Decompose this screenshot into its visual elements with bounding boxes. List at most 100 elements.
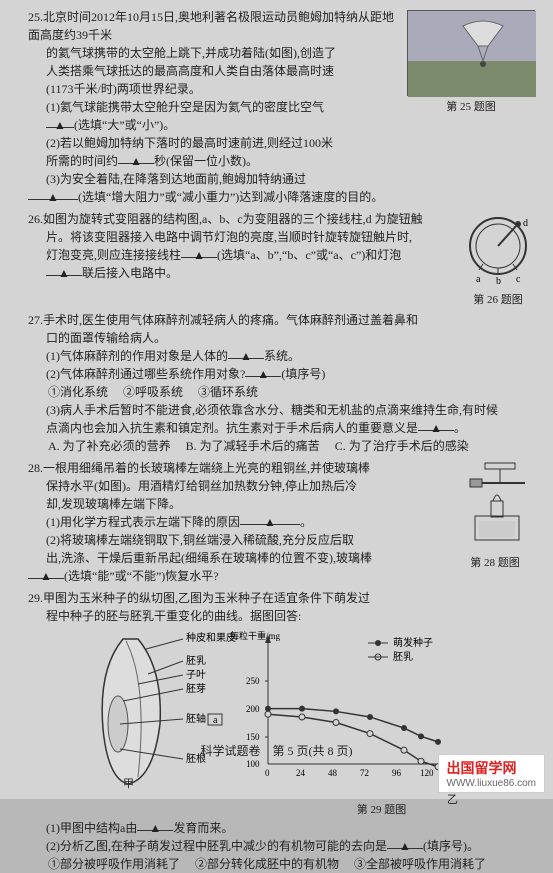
q25-l1: 北京时间2012年10月15日,奥地利著名极限运动员鲍姆加特纳从距地面高度约39… (28, 10, 394, 42)
q29-l1: 甲图为玉米种子的纵切图,乙图为玉米种子在适宜条件下萌发过 (43, 591, 370, 605)
watermark: 出国留学网 WWW.liuxue86.com (438, 754, 545, 793)
q28-l1: 一根用细绳吊着的长玻璃棒左端绕上光亮的粗铜丝,并使玻璃棒 (43, 461, 370, 475)
q27-blank1: ▲ (228, 347, 264, 359)
q27-p3a: (3)病人手术后暂时不能进食,必须依靠含水分、糖类和无机盐的点滴来维持生命,有时… (28, 403, 498, 417)
svg-text:萌发种子: 萌发种子 (393, 636, 433, 649)
label-hypocotyl: 胚轴 (186, 712, 206, 725)
seed-diagram: 种皮和果皮 胚乳 子叶 胚芽 胚轴 a 胚根 甲 (68, 629, 208, 789)
q28-caption: 第 28 题图 (455, 554, 535, 570)
q25-l3: 人类搭乘气球抵达的最高高度和人类自由落体最高时速 (28, 64, 334, 78)
q29-jia: 甲 (123, 775, 134, 791)
q29-options: ①部分被呼吸作用消耗了 ②部分转化成胚中的有机物 ③全部被呼吸作用消耗了 (28, 857, 498, 871)
svg-text:每粒干重/mg: 每粒干重/mg (230, 630, 281, 641)
q27-options2: A. 为了补充必须的营养 B. 为了减轻手术后的痛苦 C. 为了治疗手术后的感染 (28, 439, 481, 453)
q25-l4: (1173千米/时)两项世界纪录。 (28, 82, 201, 96)
q25-blank2: ▲ (118, 152, 154, 164)
q25-caption: 第 25 题图 (407, 98, 535, 114)
q26-caption: 第 26 题图 (461, 291, 535, 307)
q25-image (407, 10, 535, 96)
watermark-cn: 出国留学网 (447, 760, 517, 776)
q28-p2b: 出,洗涤、干燥后重新吊起(细绳系在玻璃棒的位置不变),玻璃棒 (28, 551, 372, 565)
q25-p2b: 所需的时间约 (28, 154, 118, 168)
figure-26: d a b c 第 26 题图 (461, 212, 535, 307)
q28-num: 28. (28, 461, 43, 475)
question-29-subs: (1)甲图中结构a由▲发育而来。 (2)分析乙图,在种子萌发过程中胚乳中减少的有… (28, 819, 535, 873)
svg-text:24: 24 (296, 768, 306, 778)
q27-opt2a: A. 为了补充必须的营养 (48, 437, 171, 455)
q27-blank2: ▲ (245, 365, 281, 377)
q29-optc: ③全部被呼吸作用消耗了 (354, 855, 486, 873)
watermark-url: WWW.liuxue86.com (447, 778, 536, 789)
q26-p1b: (选填“a、b”,“b、c”或“a、c”)和灯泡 (217, 248, 401, 262)
q27-opt2: ②呼吸系统 (123, 383, 183, 401)
svg-text:48: 48 (328, 768, 338, 778)
svg-text:120: 120 (420, 768, 434, 778)
q25-p1a: (1)氦气球能携带太空舱升空是因为氦气的密度比空气 (28, 100, 324, 114)
parachute-photo (408, 11, 536, 97)
figure-25: 第 25 题图 (407, 10, 535, 114)
q26-blank2: ▲ (46, 264, 82, 276)
q27-opt2c: C. 为了治疗手术后的感染 (335, 437, 469, 455)
q27-opt3: ③循环系统 (198, 383, 258, 401)
q26-p1c: 联后接入电路中。 (82, 266, 178, 280)
q25-p3b: (选填“增大阻力”或“减小重力”)达到减小降落速度的目的。 (78, 190, 383, 204)
q26-blank1: ▲ (181, 246, 217, 258)
q26-p1a: 灯泡变亮,则应连接接线柱 (28, 248, 181, 262)
q27-blank3: ▲ (418, 419, 454, 431)
q27-p2a: (2)气体麻醉剂通过哪些系统作用对象? (28, 367, 245, 381)
q26-l1: 如图为旋转式变阻器的结构图,a、b、c为变阻器的三个接线柱,d 为旋钮触 (43, 212, 423, 226)
q27-p3b: 点滴内也会加入抗生素和镇定剂。抗生素对于手术后病人的重要意义是 (28, 421, 418, 435)
question-29: 29.甲图为玉米种子的纵切图,乙图为玉米种子在适宜条件下萌发过 程中种子的胚与胚… (28, 589, 535, 625)
svg-text:0: 0 (265, 768, 270, 778)
svg-text:150: 150 (246, 732, 260, 742)
q27-options: ①消化系统 ②呼吸系统 ③循环系统 (28, 385, 270, 399)
q25-p1b: (选填“大”或“小”)。 (74, 118, 175, 132)
exam-page: 第 25 题图 25.北京时间2012年10月15日,奥地利著名极限运动员鲍姆加… (0, 0, 553, 799)
q28-l2: 保持水平(如图)。用酒精灯给铜丝加热数分钟,停止加热后冷 (28, 479, 357, 493)
q27-p2b: (填序号) (281, 367, 325, 381)
q29-blank2: ▲ (387, 837, 423, 849)
svg-text:96: 96 (392, 768, 402, 778)
apparatus-diagram (455, 461, 535, 549)
figure-28: 第 28 题图 (455, 461, 535, 570)
rheostat-diagram: d a b c (461, 212, 535, 286)
question-26: 26.如图为旋转式变阻器的结构图,a、b、c为变阻器的三个接线柱,d 为旋钮触 … (28, 210, 535, 282)
q27-opt2b: B. 为了减轻手术后的痛苦 (186, 437, 320, 455)
q28-p2a: (2)将玻璃棒左端绕铜取下,铜丝端浸入稀硫酸,充分反应后取 (28, 533, 354, 547)
q29-l2: 程中种子的胚与胚乳干重变化的曲线。据图回答: (28, 609, 301, 623)
q25-blank3: ▲ (28, 188, 78, 200)
q29-blank1: ▲ (137, 819, 173, 831)
svg-text:72: 72 (360, 768, 369, 778)
q29-p1a: (1)甲图中结构a由 (28, 821, 137, 835)
label-a: a (213, 715, 218, 726)
q29-p2a: (2)分析乙图,在种子萌发过程中胚乳中减少的有机物可能的去向是 (28, 839, 387, 853)
q28-p1: (1)用化学方程式表示左端下降的原因 (28, 515, 240, 529)
q25-num: 25. (28, 10, 43, 24)
q25-p2a: (2)若以鲍姆加特纳下落时的最高时速前进,则经过100米 (28, 136, 333, 150)
q25-blank1: ▲ (28, 118, 74, 132)
q27-opt1: ①消化系统 (48, 383, 108, 401)
svg-text:b: b (496, 276, 501, 286)
label-endosperm: 胚乳 (186, 654, 206, 667)
q27-num: 27. (28, 313, 43, 327)
svg-text:200: 200 (246, 704, 260, 714)
svg-text:d: d (523, 218, 528, 229)
label-cotyledon: 子叶 (186, 669, 206, 681)
q27-l1: 手术时,医生使用气体麻醉剂减轻病人的疼痛。气体麻醉剂通过盖着鼻和 (43, 313, 418, 327)
question-27: 27.手术时,医生使用气体麻醉剂减轻病人的疼痛。气体麻醉剂通过盖着鼻和 口的面罩… (28, 311, 535, 455)
q26-l2: 片。将该变阻器接入电路中调节灯泡的亮度,当顺时针旋转旋钮触片时, (28, 230, 412, 244)
svg-text:100: 100 (246, 759, 260, 769)
q29-optb: ②部分转化成胚中的有机物 (195, 855, 339, 873)
q28-l3: 却,发现玻璃棒左端下降。 (28, 497, 181, 511)
label-plumule: 胚芽 (186, 682, 206, 695)
q29-p2b: (填序号)。 (423, 839, 479, 853)
svg-text:c: c (516, 274, 521, 285)
svg-text:a: a (476, 274, 481, 285)
q28-blank2: ▲ (28, 567, 64, 579)
q28-blank1: ▲ (240, 513, 300, 525)
q27-p1b: 系统。 (264, 349, 300, 363)
q25-p2c: 秒(保留一位小数)。 (154, 154, 258, 168)
q26-num: 26. (28, 212, 43, 226)
q28-p2c: (选填“能”或“不能”)恢复水平? (64, 569, 219, 583)
q25-p3a: (3)为安全着陆,在降落到达地面前,鲍姆加特纳通过 (28, 172, 306, 186)
